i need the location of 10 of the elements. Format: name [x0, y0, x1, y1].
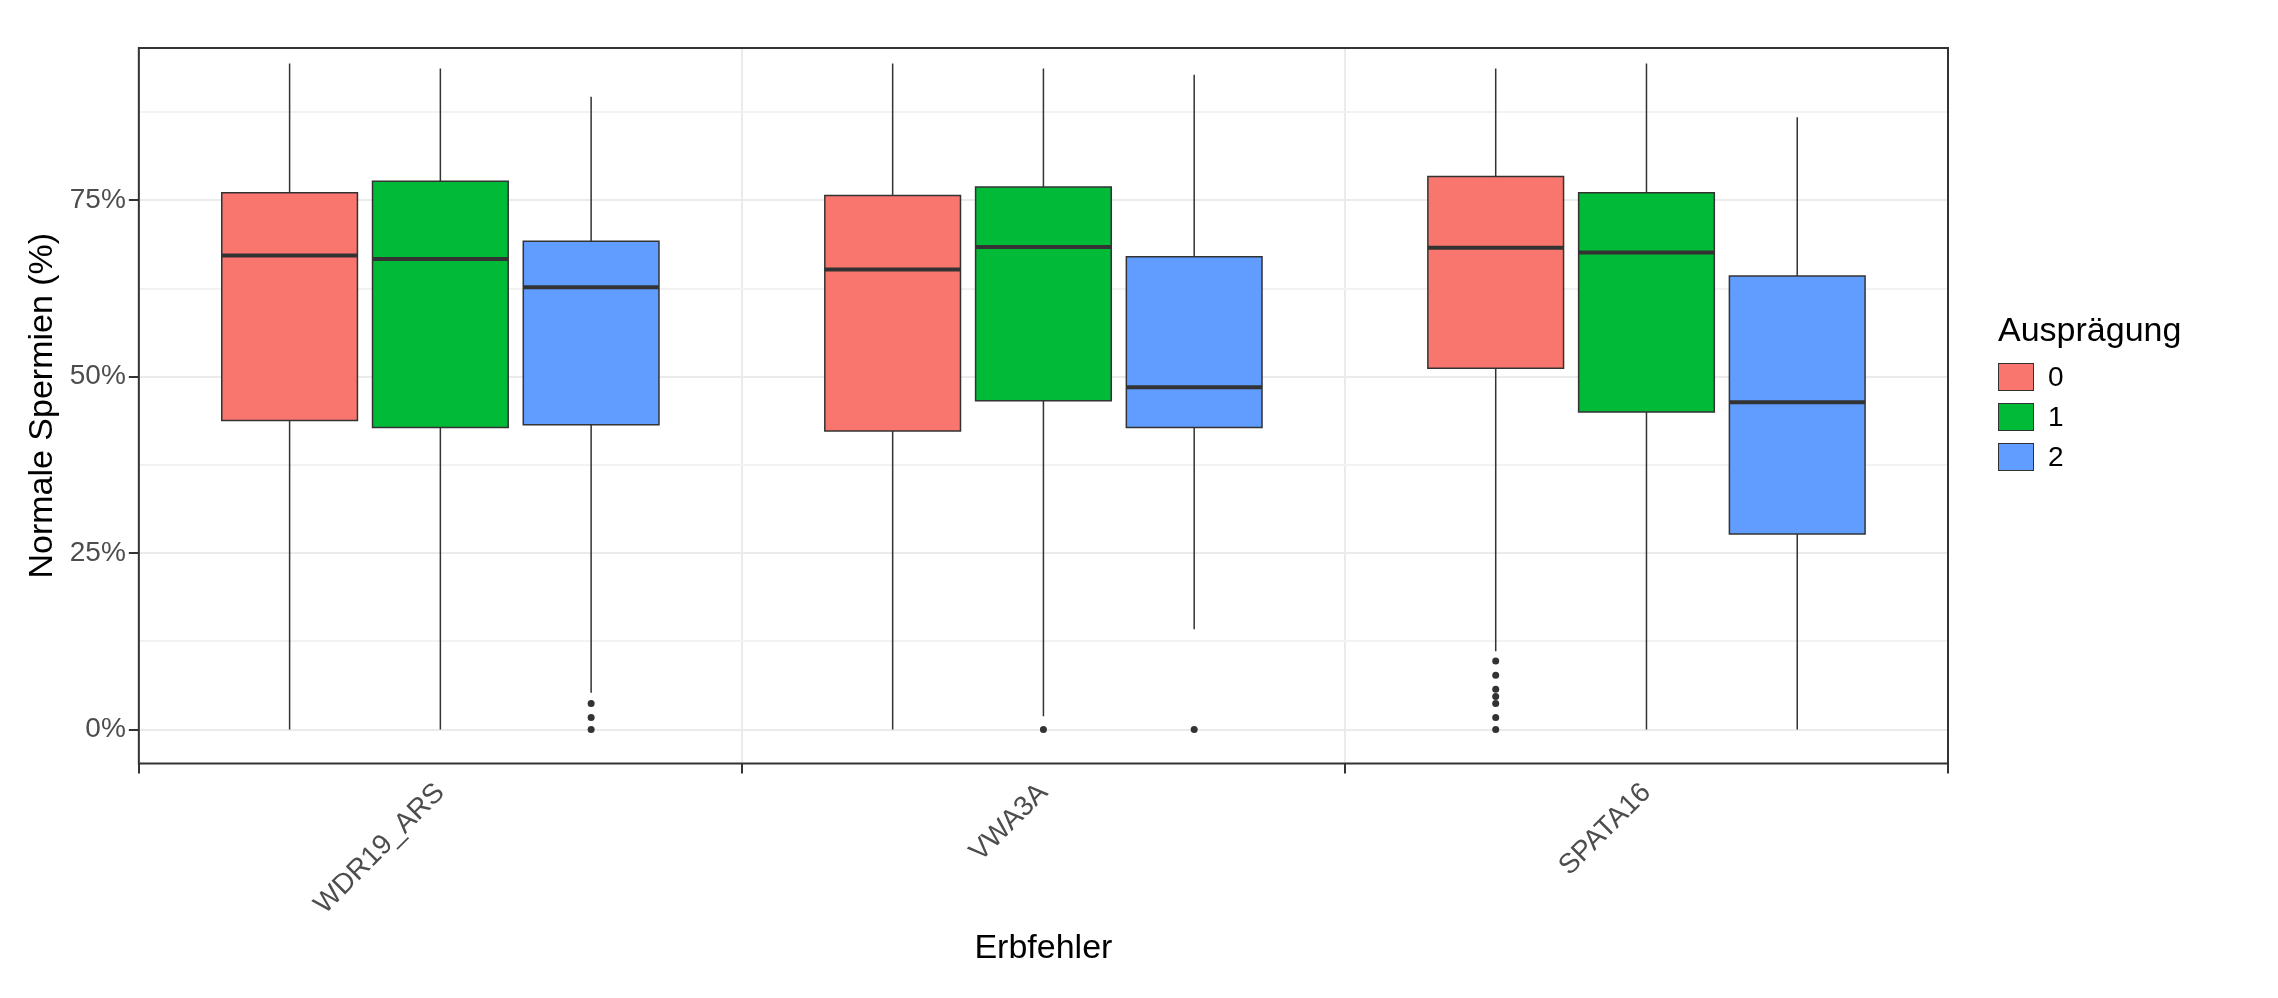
legend-label: 2 [2048, 441, 2064, 473]
y-tick-label: 0% [85, 712, 126, 744]
y-tick-label: 25% [69, 535, 126, 567]
x-axis-title: Erbfehler [974, 926, 1113, 965]
legend-title: Ausprägung [1998, 310, 2182, 349]
legend-label: 0 [2048, 361, 2064, 393]
y-tick-label: 75% [69, 183, 126, 215]
legend-label: 1 [2048, 401, 2064, 433]
y-axis-title: Normale Spermien (%) [20, 232, 59, 579]
y-tick-label: 50% [69, 359, 126, 391]
